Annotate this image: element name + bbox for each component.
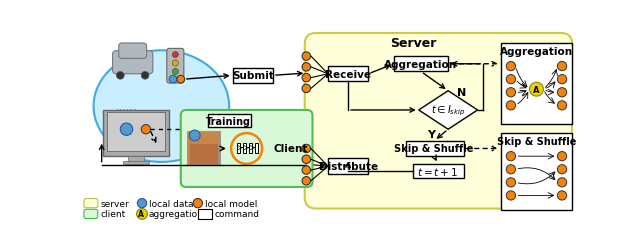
Circle shape bbox=[557, 165, 566, 174]
FancyBboxPatch shape bbox=[180, 110, 312, 187]
Circle shape bbox=[557, 152, 566, 161]
Circle shape bbox=[557, 178, 566, 187]
Circle shape bbox=[172, 69, 179, 75]
Bar bbox=[328, 67, 368, 82]
FancyBboxPatch shape bbox=[305, 34, 572, 209]
Bar bbox=[208, 114, 250, 128]
Bar bbox=[406, 141, 463, 156]
Circle shape bbox=[506, 152, 516, 161]
Bar bbox=[328, 159, 368, 174]
Ellipse shape bbox=[93, 51, 229, 162]
Text: local model: local model bbox=[205, 199, 257, 208]
Bar bbox=[501, 134, 572, 210]
Circle shape bbox=[529, 83, 543, 97]
Circle shape bbox=[506, 62, 516, 72]
Circle shape bbox=[302, 156, 310, 164]
Circle shape bbox=[177, 76, 184, 84]
Text: Skip & Shuffle: Skip & Shuffle bbox=[394, 144, 474, 154]
Text: Receive: Receive bbox=[325, 70, 371, 80]
Text: local data: local data bbox=[149, 199, 193, 208]
Text: aggregation: aggregation bbox=[149, 210, 204, 218]
FancyBboxPatch shape bbox=[113, 52, 153, 74]
Circle shape bbox=[557, 88, 566, 98]
Text: Y: Y bbox=[427, 129, 435, 139]
Text: command: command bbox=[214, 210, 259, 218]
Circle shape bbox=[506, 101, 516, 110]
Bar bbox=[189, 144, 218, 164]
Bar bbox=[107, 113, 165, 151]
Circle shape bbox=[116, 72, 124, 80]
FancyBboxPatch shape bbox=[167, 49, 184, 84]
Bar bbox=[187, 131, 220, 166]
Bar bbox=[123, 161, 149, 164]
Circle shape bbox=[557, 191, 566, 200]
Text: Distribute: Distribute bbox=[319, 162, 378, 172]
Circle shape bbox=[141, 72, 149, 80]
FancyBboxPatch shape bbox=[84, 199, 98, 208]
Bar bbox=[243, 144, 246, 154]
Text: A: A bbox=[533, 85, 540, 94]
Circle shape bbox=[557, 75, 566, 85]
Text: Submit: Submit bbox=[232, 71, 274, 81]
Bar bbox=[237, 144, 239, 154]
Circle shape bbox=[302, 145, 310, 153]
Text: Aggregation: Aggregation bbox=[500, 46, 573, 56]
Circle shape bbox=[136, 209, 147, 220]
Text: Skip & Shuffle: Skip & Shuffle bbox=[497, 136, 576, 146]
Text: $t = t+1$: $t = t+1$ bbox=[417, 165, 459, 177]
Circle shape bbox=[302, 63, 310, 72]
Bar bbox=[501, 44, 572, 124]
FancyBboxPatch shape bbox=[84, 210, 98, 219]
Bar bbox=[198, 210, 212, 219]
Bar bbox=[233, 68, 273, 84]
Circle shape bbox=[193, 199, 202, 208]
Text: Aggregation: Aggregation bbox=[385, 60, 458, 70]
Text: Training: Training bbox=[206, 116, 252, 126]
FancyBboxPatch shape bbox=[119, 44, 147, 59]
Circle shape bbox=[169, 76, 177, 84]
Circle shape bbox=[189, 130, 200, 141]
Text: N: N bbox=[458, 88, 467, 98]
Circle shape bbox=[506, 88, 516, 98]
Circle shape bbox=[172, 52, 179, 59]
Bar bbox=[128, 156, 143, 161]
Circle shape bbox=[557, 101, 566, 110]
Circle shape bbox=[506, 191, 516, 200]
Text: Client: Client bbox=[274, 144, 308, 154]
Circle shape bbox=[506, 75, 516, 85]
Circle shape bbox=[302, 177, 310, 185]
Circle shape bbox=[557, 62, 566, 72]
Circle shape bbox=[141, 125, 150, 134]
Circle shape bbox=[172, 61, 179, 67]
Circle shape bbox=[138, 199, 147, 208]
Circle shape bbox=[302, 166, 310, 174]
Bar bbox=[413, 164, 463, 178]
Text: $t \in I_{skip}$: $t \in I_{skip}$ bbox=[431, 103, 465, 118]
Circle shape bbox=[302, 74, 310, 82]
Text: ......: ...... bbox=[116, 102, 138, 112]
Bar bbox=[249, 144, 252, 154]
Text: server: server bbox=[100, 199, 129, 208]
Circle shape bbox=[302, 52, 310, 61]
Bar bbox=[255, 144, 259, 154]
Circle shape bbox=[506, 165, 516, 174]
Circle shape bbox=[302, 85, 310, 93]
Text: A: A bbox=[138, 210, 144, 218]
Text: client: client bbox=[100, 210, 125, 218]
Polygon shape bbox=[419, 91, 477, 130]
Circle shape bbox=[120, 124, 132, 136]
Text: Server: Server bbox=[390, 37, 436, 50]
Bar bbox=[394, 57, 448, 72]
Circle shape bbox=[506, 178, 516, 187]
Bar bbox=[103, 110, 169, 156]
